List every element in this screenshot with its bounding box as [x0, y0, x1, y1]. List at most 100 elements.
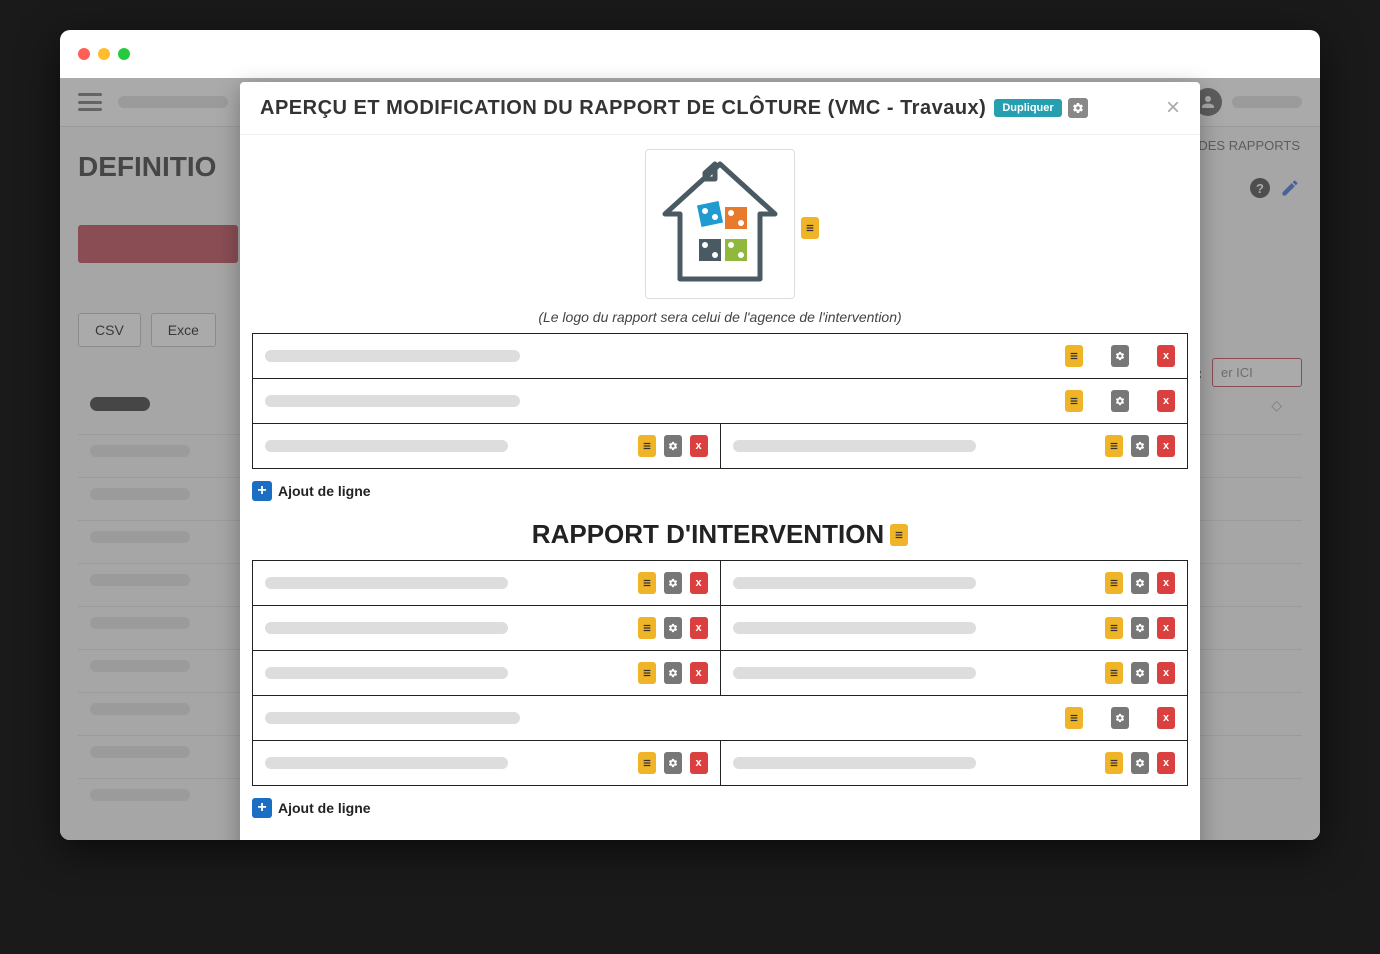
plus-icon: +: [252, 798, 272, 818]
delete-icon[interactable]: x: [1157, 345, 1175, 367]
section-title: RAPPORT D'INTERVENTION: [252, 505, 1188, 560]
list-icon[interactable]: [1105, 752, 1123, 774]
delete-icon[interactable]: x: [1157, 752, 1175, 774]
add-line-label: Ajout de ligne: [278, 800, 371, 816]
cell: x: [253, 379, 1187, 423]
delete-icon[interactable]: x: [690, 435, 708, 457]
list-icon[interactable]: [1105, 662, 1123, 684]
row-actions: x: [1105, 435, 1175, 457]
row-actions: x: [1105, 617, 1175, 639]
list-icon[interactable]: [1105, 572, 1123, 594]
row-actions: x: [1065, 390, 1175, 412]
cell: x: [253, 606, 720, 650]
delete-icon[interactable]: x: [690, 752, 708, 774]
window-close[interactable]: [78, 48, 90, 60]
cell: x: [720, 741, 1188, 785]
cell: x: [720, 606, 1188, 650]
delete-icon[interactable]: x: [1157, 707, 1175, 729]
list-icon[interactable]: [638, 572, 656, 594]
list-icon[interactable]: [1065, 390, 1083, 412]
modal-close-button[interactable]: ×: [1166, 96, 1180, 120]
gear-icon[interactable]: [664, 435, 682, 457]
plus-icon: +: [252, 481, 272, 501]
cell: x: [253, 696, 1187, 740]
table-row: x x: [253, 740, 1187, 785]
add-line-bottom[interactable]: + Ajout de ligne: [252, 786, 1188, 822]
gear-icon[interactable]: [664, 752, 682, 774]
delete-icon[interactable]: x: [1157, 435, 1175, 457]
cell: x: [720, 561, 1188, 605]
row-actions: x: [1105, 572, 1175, 594]
gear-icon[interactable]: [1111, 390, 1129, 412]
add-line-top[interactable]: + Ajout de ligne: [252, 469, 1188, 505]
list-icon[interactable]: [638, 617, 656, 639]
delete-icon[interactable]: x: [1157, 572, 1175, 594]
logo-edit-button[interactable]: [801, 217, 819, 239]
list-icon[interactable]: [1065, 345, 1083, 367]
modal-settings-button[interactable]: [1068, 98, 1088, 118]
window-minimize[interactable]: [98, 48, 110, 60]
gear-icon[interactable]: [1111, 707, 1129, 729]
cell: x: [253, 651, 720, 695]
table-row: x x: [253, 560, 1187, 605]
row-actions: x: [638, 572, 708, 594]
table-row: x x: [253, 605, 1187, 650]
row-actions: x: [638, 662, 708, 684]
logo-note: (Le logo du rapport sera celui de l'agen…: [538, 309, 901, 325]
intervention-grid: x x x x x x x x x: [252, 560, 1188, 786]
delete-icon[interactable]: x: [690, 572, 708, 594]
cell: x: [720, 651, 1188, 695]
logo-area: (Le logo du rapport sera celui de l'agen…: [252, 145, 1188, 333]
row-actions: x: [638, 752, 708, 774]
row-actions: x: [1065, 707, 1175, 729]
gear-icon[interactable]: [1131, 435, 1149, 457]
modal: APERÇU ET MODIFICATION DU RAPPORT DE CLÔ…: [240, 82, 1200, 840]
gear-icon[interactable]: [664, 572, 682, 594]
duplicate-badge[interactable]: Dupliquer: [994, 99, 1061, 117]
table-row: x x: [253, 423, 1187, 468]
modal-header: APERÇU ET MODIFICATION DU RAPPORT DE CLÔ…: [240, 82, 1200, 135]
table-row: x: [253, 378, 1187, 423]
cell: x: [253, 424, 720, 468]
list-icon[interactable]: [638, 752, 656, 774]
list-icon[interactable]: [638, 435, 656, 457]
list-icon[interactable]: [1065, 707, 1083, 729]
gear-icon[interactable]: [1131, 572, 1149, 594]
cell: x: [253, 334, 1187, 378]
header-grid: x x x x: [252, 333, 1188, 469]
gear-icon[interactable]: [1131, 752, 1149, 774]
row-actions: x: [1105, 752, 1175, 774]
add-line-label: Ajout de ligne: [278, 483, 371, 499]
list-icon[interactable]: [638, 662, 656, 684]
table-row: x x: [253, 650, 1187, 695]
gear-icon[interactable]: [1131, 617, 1149, 639]
delete-icon[interactable]: x: [690, 662, 708, 684]
table-row: x: [253, 333, 1187, 378]
table-row: x: [253, 695, 1187, 740]
browser-window: DEFINITIO N DES RAPPORTS ? CSV Exce Rech…: [60, 30, 1320, 840]
logo-box: [645, 149, 795, 299]
modal-title: APERÇU ET MODIFICATION DU RAPPORT DE CLÔ…: [260, 97, 986, 120]
gear-icon[interactable]: [664, 617, 682, 639]
house-logo-icon: [655, 159, 785, 289]
gear-icon[interactable]: [1111, 345, 1129, 367]
window-maximize[interactable]: [118, 48, 130, 60]
modal-body: (Le logo du rapport sera celui de l'agen…: [240, 135, 1200, 840]
delete-icon[interactable]: x: [1157, 390, 1175, 412]
delete-icon[interactable]: x: [690, 617, 708, 639]
row-actions: x: [1105, 662, 1175, 684]
row-actions: x: [638, 435, 708, 457]
section-edit-button[interactable]: [890, 524, 908, 546]
cell: x: [253, 741, 720, 785]
row-actions: x: [1065, 345, 1175, 367]
window-controls: [78, 48, 130, 60]
cell: x: [253, 561, 720, 605]
list-icon[interactable]: [1105, 435, 1123, 457]
delete-icon[interactable]: x: [1157, 662, 1175, 684]
list-icon[interactable]: [1105, 617, 1123, 639]
row-actions: x: [638, 617, 708, 639]
cell: x: [720, 424, 1188, 468]
gear-icon[interactable]: [1131, 662, 1149, 684]
gear-icon[interactable]: [664, 662, 682, 684]
delete-icon[interactable]: x: [1157, 617, 1175, 639]
